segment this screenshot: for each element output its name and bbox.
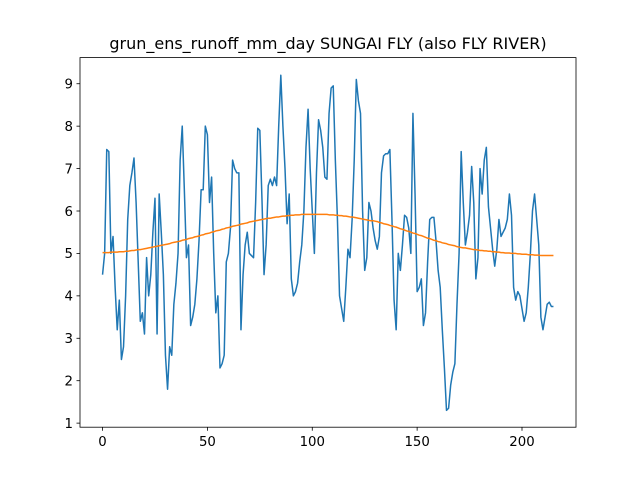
y-tick-label: 9 [65,78,73,93]
line-series [102,213,554,257]
y-tick-label: 3 [65,332,73,347]
y-tick-label: 1 [65,417,73,432]
x-tick-label: 200 [509,435,534,450]
y-tick-label: 4 [65,290,73,305]
chart-title: grun_ens_runoff_mm_day SUNGAI FLY (also … [109,34,546,54]
y-tick-label: 7 [65,162,73,177]
y-tick-label: 5 [65,247,73,262]
x-tick-label: 0 [98,435,106,450]
plot-frame [79,57,577,428]
x-tick-label: 50 [199,435,216,450]
line-series [101,74,554,412]
y-tick-label: 8 [65,120,73,135]
y-tick-label: 2 [65,375,73,390]
x-tick-label: 100 [300,435,325,450]
x-tick-label: 150 [404,435,429,450]
y-tick-label: 6 [65,205,73,220]
